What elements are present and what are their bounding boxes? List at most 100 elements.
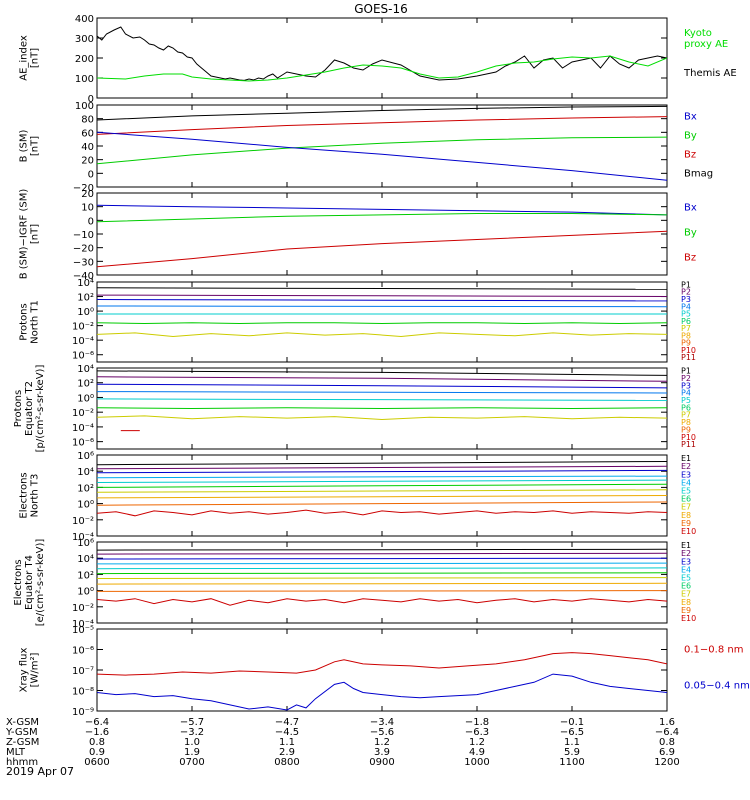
series-line-9 (97, 598, 667, 606)
series-line-0 (97, 548, 667, 551)
x-row-label: Y-GSM (5, 727, 38, 738)
y-tick-label: 10⁻⁴ (72, 619, 94, 630)
y-tick-label: 10⁻² (72, 322, 94, 333)
panel-6: 10⁻⁴ 10⁻² 10⁰ 10² 10⁴ 10⁶ Electrons Equator T4[… (13, 538, 696, 630)
series-line-6 (97, 332, 667, 338)
y-axis-label-line: [W/m²] (30, 652, 41, 687)
y-tick-label: 10⁰ (77, 307, 94, 318)
legend-entry: P3 (681, 381, 691, 390)
x-tick-value: 6.9 (659, 747, 675, 758)
legend-entry: E10 (681, 614, 696, 623)
x-tick-value: 1.1 (279, 737, 295, 748)
y-axis-label: B (SM) [nT] (19, 129, 41, 162)
y-tick-label: 10² (77, 293, 94, 304)
series-line-2 (97, 557, 667, 560)
legend-entry: E1 (681, 454, 691, 463)
series-line-2 (97, 230, 667, 268)
y-tick-label: −40 (73, 271, 94, 282)
x-tick-value: 0.8 (659, 737, 675, 748)
panel-frame (96, 628, 668, 712)
y-tick-label: 10⁻⁶ (72, 646, 94, 657)
y-tick-label: 10⁻⁴ (72, 423, 94, 434)
series-line-4 (97, 567, 667, 570)
legend-entry: By (684, 131, 697, 142)
series-line-5 (97, 322, 667, 325)
y-axis-label-line: Equator T4 (24, 555, 35, 610)
y-tick-label: 10⁻² (72, 516, 94, 527)
series-line-1 (97, 465, 667, 470)
x-tick-value: 3.9 (374, 747, 390, 758)
y-axis-label: B (SM)−IGRF (SM) [nT] (19, 189, 41, 280)
series-line-0 (97, 204, 667, 216)
y-tick-label: 10 (81, 203, 94, 214)
series-line-0 (97, 461, 667, 466)
x-tick-value: 0900 (369, 757, 394, 768)
series-line-3 (97, 562, 667, 565)
y-tick-label: −20 (73, 244, 94, 255)
y-tick-label: 400 (75, 14, 94, 25)
legend-entry: P7 (681, 324, 691, 333)
series-line-0 (97, 26, 667, 81)
x-tick-value: −6.4 (655, 727, 679, 738)
y-tick-label: 10⁴ (77, 467, 94, 478)
legend-entry: E2 (681, 462, 691, 471)
legend-entry: E6 (681, 495, 691, 504)
y-tick-label: 10² (77, 483, 94, 494)
x-tick-value: 5.9 (564, 747, 580, 758)
y-axis-label-line: Xray flux (19, 648, 30, 693)
series-line-1 (97, 294, 667, 297)
x-tick-value: 4.9 (469, 747, 485, 758)
x-tick-value: 2.9 (279, 747, 295, 758)
panel-frame (96, 104, 668, 188)
y-tick-label: 10⁻⁹ (72, 707, 94, 718)
x-tick-value: −6.3 (465, 727, 489, 738)
y-axis-label-line: Electrons (19, 472, 30, 518)
x-tick-value: −6.5 (560, 727, 584, 738)
series-line-4 (97, 479, 667, 483)
legend-entry: E1 (681, 541, 691, 550)
y-tick-label: 0 (88, 94, 94, 105)
legend-entry: proxy AE (684, 39, 728, 50)
x-tick-value: −1.6 (85, 727, 109, 738)
legend-entry: E9 (681, 519, 691, 528)
series-line-2 (97, 136, 667, 165)
legend-entry: E7 (681, 590, 691, 599)
y-tick-label: 10⁻⁴ (72, 532, 94, 543)
series-line-3 (97, 305, 667, 308)
series-line-9 (97, 509, 667, 517)
legend-entry: E9 (681, 606, 691, 615)
legend-entry: By (684, 228, 697, 239)
x-tick-value: 0800 (274, 757, 299, 768)
y-tick-label: 10⁻² (72, 603, 94, 614)
y-axis-label-line: [nT] (30, 136, 41, 156)
legend-entry: Bz (684, 150, 696, 161)
y-tick-label: 0 (88, 216, 94, 227)
y-axis-label-line: North T3 (30, 474, 41, 518)
x-tick-value: −4.7 (275, 717, 299, 728)
legend-entry: E3 (681, 557, 691, 566)
legend-entry: P9 (681, 339, 691, 348)
y-tick-label: 100 (75, 74, 94, 85)
x-tick-value: 0.8 (89, 737, 105, 748)
y-axis-label-line: Electrons (13, 559, 24, 605)
legend-entry: P9 (681, 425, 691, 434)
series-line-5 (97, 572, 667, 575)
legend-entry: P7 (681, 411, 691, 420)
y-tick-label: −10 (73, 230, 94, 241)
y-axis-label: Protons Equator T2 [p/(cm²-s-sr-keV)] (13, 365, 46, 453)
x-row-label: hhmm (6, 757, 38, 768)
legend-entry: Themis AE (683, 68, 737, 79)
legend-entry: E4 (681, 478, 691, 487)
series-line-1 (97, 213, 667, 223)
legend-entry: E10 (681, 527, 696, 536)
x-tick-value: 1.0 (184, 737, 200, 748)
legend-entry: Kyoto (684, 28, 712, 39)
legend-entry: P4 (681, 389, 691, 398)
legend-entry: 0.05−0.4 nm (684, 680, 750, 691)
series-line-0 (97, 652, 667, 676)
y-axis-label-line: Equator T2 (24, 381, 35, 436)
